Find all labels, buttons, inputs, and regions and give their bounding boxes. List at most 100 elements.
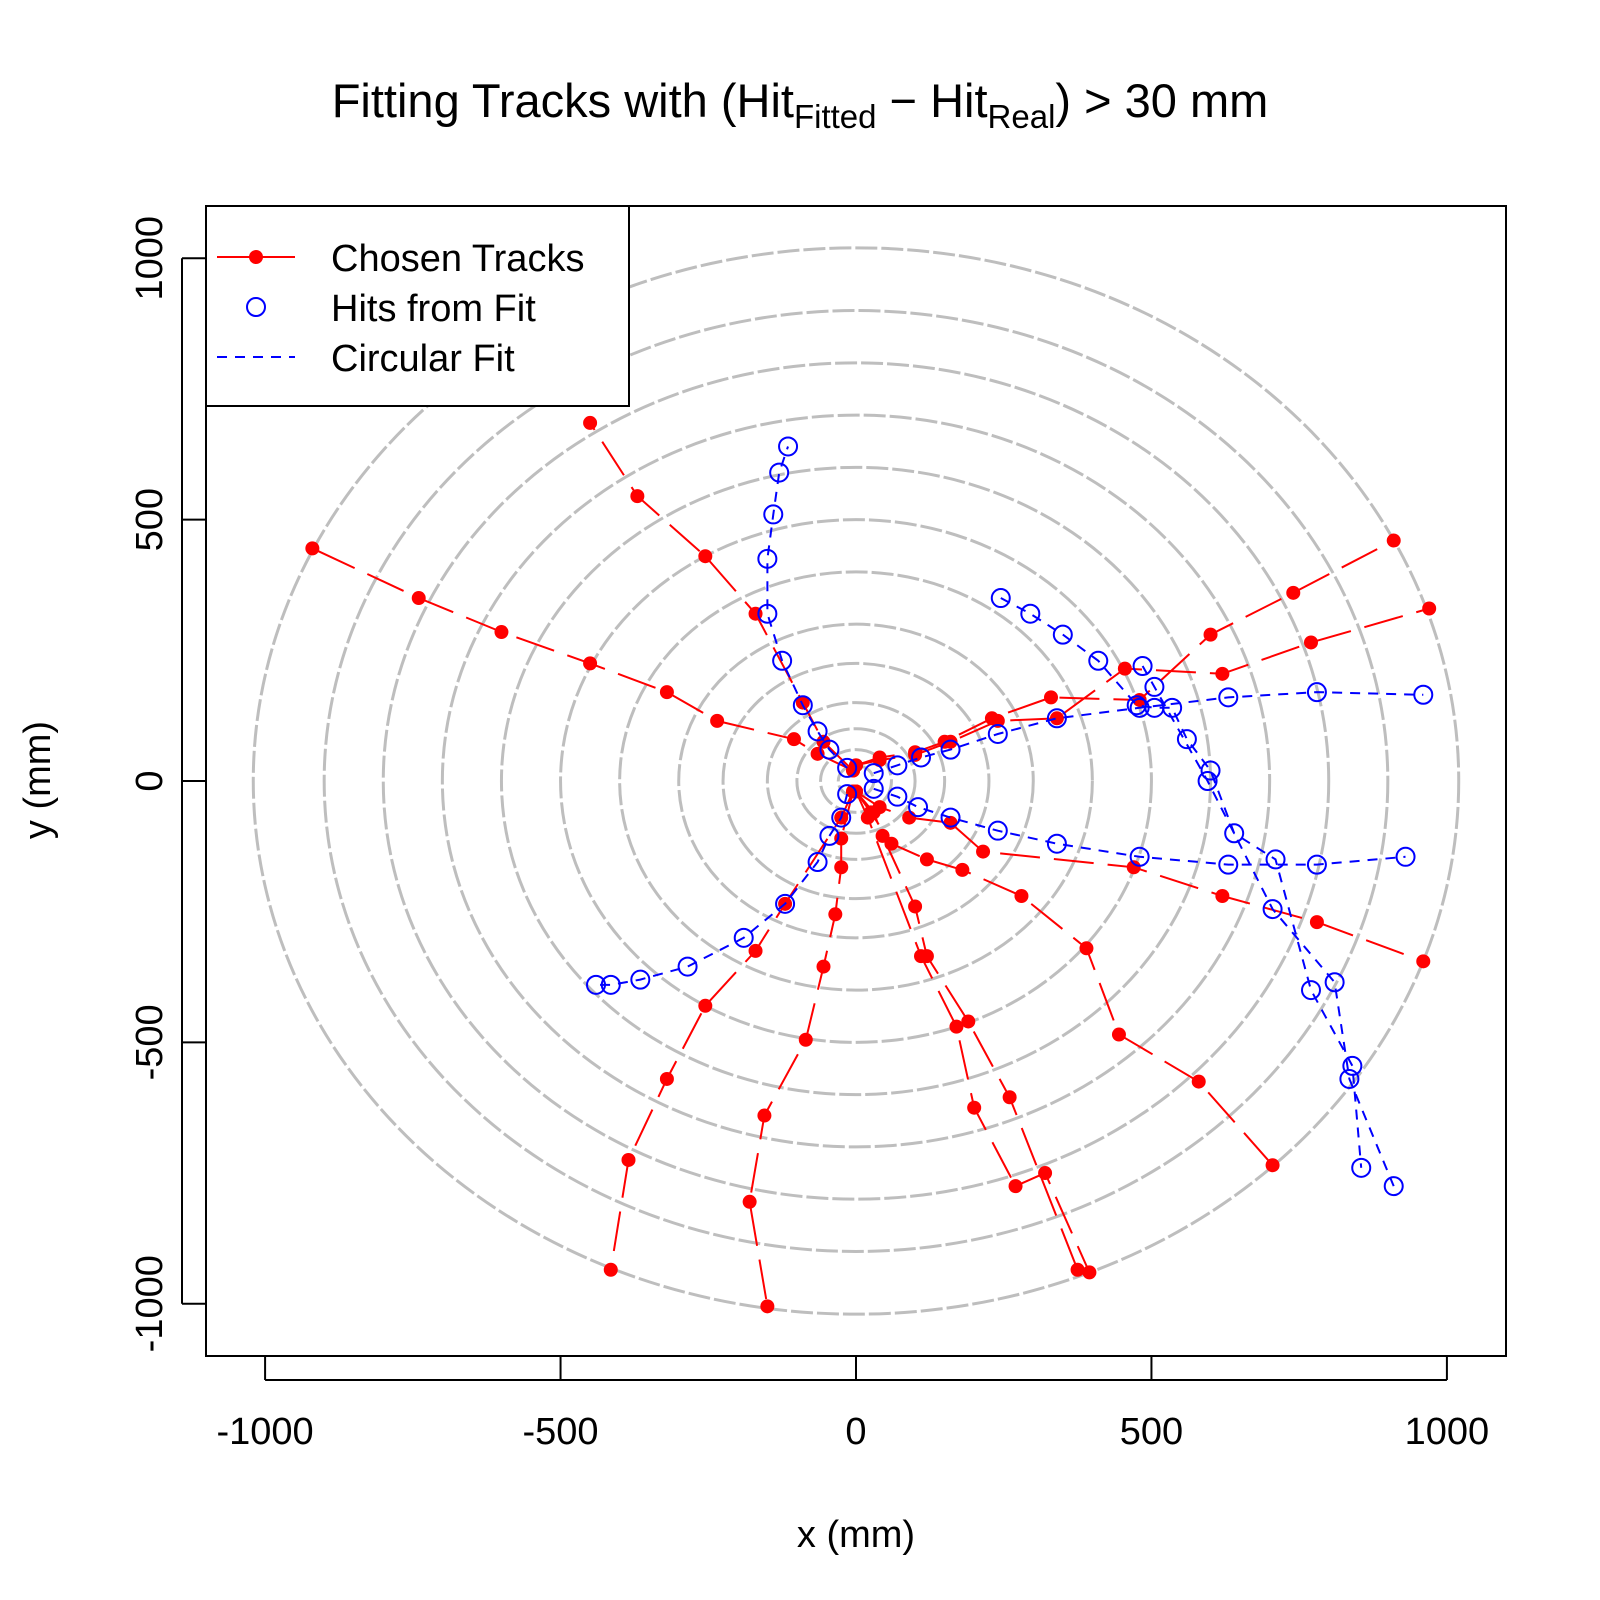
fit-hit-4-point-4 (807, 852, 828, 873)
detector-layer-5 (721, 661, 991, 901)
fit-hit-3-point-8 (1218, 854, 1239, 875)
x-tick-label-3: 0 (845, 1411, 866, 1453)
chosen-track-5-point-6 (1126, 860, 1141, 875)
chosen-track-8-point-7 (1038, 1166, 1053, 1181)
x-tick-label-4: 500 (1120, 1411, 1183, 1453)
fit-hit-6-point-1 (1132, 656, 1153, 676)
chosen-track-4-point-4 (943, 734, 958, 749)
chosen-track-2-point-6 (630, 489, 645, 504)
fit-hit-1-point-9 (769, 462, 790, 483)
fit-hit-2-point-3 (911, 747, 931, 768)
chosen-track-9-point-6 (798, 1032, 813, 1047)
chosen-track-1-point-3 (786, 732, 801, 747)
chosen-track-line-6 (855, 790, 1274, 1166)
chosen-track-6-point-4 (919, 852, 934, 867)
y-tick-label-3: 0 (129, 770, 171, 791)
x-tick-label-1: -1000 (216, 1411, 313, 1453)
chosen-track-4-point-10 (1422, 601, 1437, 616)
fit-tracks (586, 436, 1434, 1197)
chosen-track-5-point-7 (1215, 889, 1230, 903)
fit-hit-3-point-7 (1129, 846, 1150, 867)
y-tick-label-4: 500 (129, 488, 171, 551)
chosen-track-9-point-5 (816, 959, 831, 974)
fit-hit-6-point-2 (1144, 676, 1165, 697)
fit-hit-4-point-5 (775, 893, 796, 914)
chosen-track-1-point-4 (710, 713, 725, 728)
y-tick-label-1: -1000 (129, 1255, 171, 1352)
chosen-track-3-point-8 (1203, 627, 1218, 642)
fit-hit-5-point-4 (1088, 650, 1109, 671)
chosen-track-line-8 (855, 791, 1091, 1273)
fit-hit-5-point-14 (1351, 1157, 1372, 1178)
x-tick-label-2: -500 (523, 1411, 599, 1453)
detector-layer-6 (677, 622, 1035, 940)
fit-hit-3-point-6 (1046, 833, 1067, 854)
chosen-track-6-point-7 (1079, 941, 1094, 956)
y-tick-label-2: -500 (129, 1004, 171, 1080)
detector-layer-10 (440, 413, 1272, 1149)
detector-layer-7 (618, 570, 1094, 992)
chosen-track-1-point-5 (659, 685, 674, 700)
chosen-track-10-point-8 (603, 1262, 618, 1277)
fit-hit-6-point-4 (1262, 899, 1283, 920)
legend-box (205, 205, 630, 407)
chosen-track-7-point-8 (1070, 1262, 1085, 1277)
legend-entry-hits-from-fit: Hits from Fit (246, 288, 536, 330)
circular-fit-line-5 (1000, 597, 1363, 1168)
circular-fit-line-2 (873, 691, 1424, 775)
fit-hit-4-point-1 (837, 784, 858, 805)
chosen-track-4-point-6 (1049, 711, 1064, 726)
fit-hit-3-point-4 (940, 807, 961, 828)
circular-fit-line-1 (766, 446, 848, 769)
circular-fit-line-6 (1141, 665, 1395, 1187)
fit-hit-6-point-6 (1339, 1068, 1360, 1089)
fit-hit-4-point-6 (733, 927, 754, 948)
chosen-track-4-point-5 (990, 713, 1005, 728)
fit-hit-6-point-5 (1324, 972, 1345, 993)
fit-hit-5-point-13 (1342, 1055, 1363, 1076)
fit-hit-3-point-10 (1395, 846, 1416, 867)
detector-layer-13 (251, 246, 1461, 1316)
chosen-track-9-point-9 (760, 1299, 775, 1314)
chosen-track-4-point-9 (1304, 635, 1318, 650)
circular-fit-line-3 (873, 787, 1406, 866)
chosen-track-1-point-7 (494, 625, 509, 640)
chosen-track-line-10 (609, 791, 854, 1270)
chosen-track-line-1 (311, 547, 854, 772)
chosen-track-6-point-6 (1014, 889, 1029, 903)
fit-hit-1-point-3 (807, 721, 828, 742)
fit-hit-1-point-2 (819, 739, 840, 760)
legend-label-chosen-tracks: Chosen Tracks (331, 238, 584, 280)
fit-hit-5-point-12 (1301, 980, 1321, 1001)
chosen-track-8-point-2 (860, 810, 875, 825)
fit-hit-4-point-10 (586, 974, 606, 995)
fit-hit-4-point-9 (600, 974, 621, 995)
fit-hit-4-point-8 (630, 969, 651, 990)
chosen-track-3-point-10 (1386, 533, 1401, 548)
chosen-track-4-point-8 (1215, 666, 1230, 681)
chosen-track-7-point-3 (875, 828, 890, 843)
legend-entry-circular-fit: Circular Fit (217, 338, 515, 380)
chosen-track-9-point-8 (742, 1194, 757, 1209)
chosen-track-1-point-6 (583, 656, 598, 671)
fit-hit-2-point-4 (940, 739, 961, 760)
chosen-track-10-point-6 (659, 1071, 674, 1086)
detector-layer-9 (499, 465, 1213, 1097)
fit-hit-1-point-8 (763, 504, 784, 525)
fit-hit-5-point-1 (990, 588, 1011, 609)
fit-hit-5-point-9 (1200, 760, 1221, 781)
chosen-track-10-point-5 (698, 998, 713, 1013)
fit-hit-5-point-2 (1020, 603, 1041, 624)
title-main: Fitting Tracks with (Hit (332, 74, 794, 127)
fit-hit-3-point-3 (908, 797, 929, 818)
chosen-track-5-point-3 (902, 810, 917, 825)
fit-hit-1-point-1 (837, 757, 858, 778)
fit-hit-5-point-3 (1052, 624, 1073, 645)
title-tail: ) > 30 mm (1055, 74, 1268, 127)
fit-hit-2-point-5 (987, 723, 1008, 744)
fit-hit-2-point-6 (1046, 708, 1067, 729)
fit-hit-5-point-10 (1224, 823, 1245, 844)
chosen-track-7-point-4 (908, 899, 923, 914)
fit-hit-2-point-10 (1413, 684, 1434, 705)
